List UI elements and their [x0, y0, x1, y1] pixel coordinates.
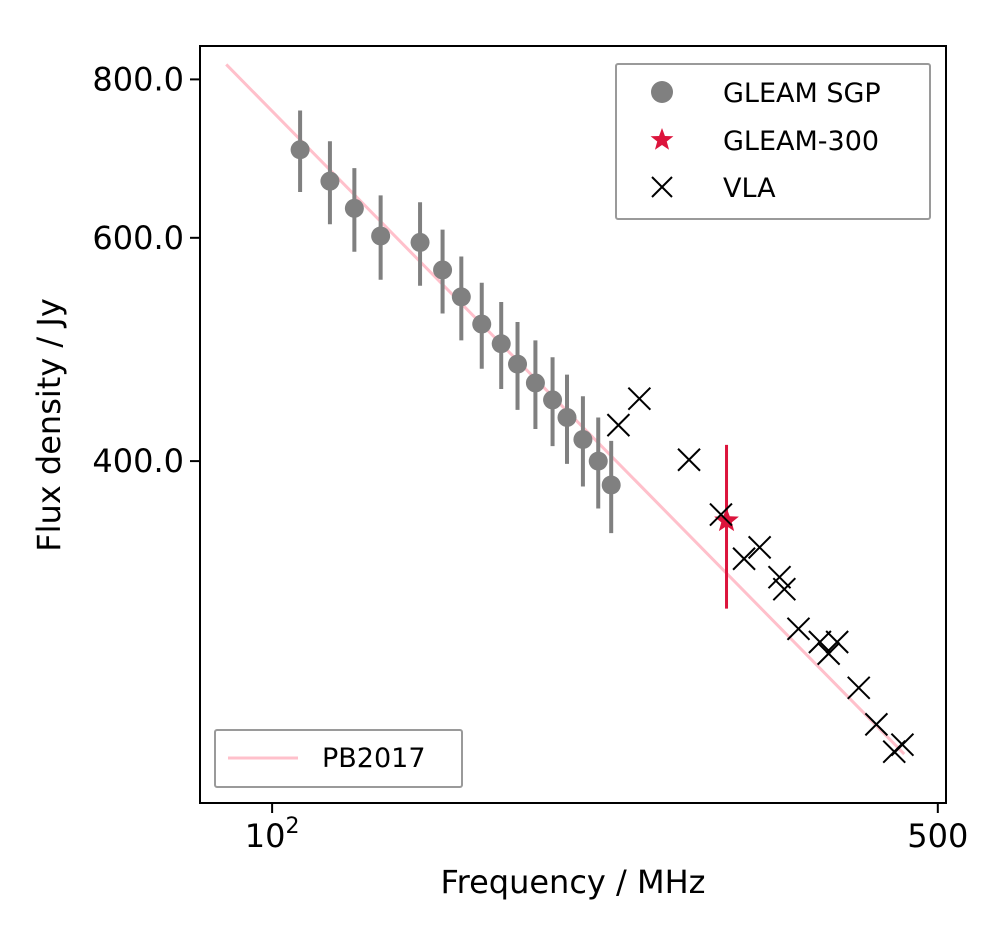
vla-point-5	[747, 535, 772, 560]
gleam-sgp-point-6	[451, 287, 471, 307]
y-axis-label: Flux density / Jy	[30, 298, 68, 552]
gleam-sgp-point-12	[557, 407, 577, 427]
y-tick-label-1: 600.0	[92, 219, 184, 257]
gleam-sgp-point-13	[573, 430, 593, 450]
plot-frame	[199, 45, 947, 804]
vla-point-10	[816, 641, 841, 666]
x-tick-label-1: 500	[907, 817, 968, 855]
vla-point-7	[772, 577, 797, 601]
vla-point-11	[825, 630, 849, 654]
legend-gleam-sgp-label: GLEAM SGP	[723, 78, 881, 109]
gleam-sgp-point-1	[320, 171, 340, 191]
vla-point-4	[732, 547, 756, 571]
gleam-sgp-point-10	[525, 373, 545, 393]
gleam-sgp-point-11	[543, 390, 563, 410]
vla-point-12	[847, 676, 871, 700]
legend-box-markers	[615, 63, 931, 220]
vla-point-9	[808, 630, 832, 654]
legend-vla-marker	[651, 176, 673, 198]
gleam-sgp-point-0	[290, 140, 310, 160]
gleam-sgp-point-15	[601, 475, 621, 495]
vla-point-3	[709, 502, 733, 527]
vla-point-13	[864, 712, 889, 737]
legend-model: PB2017	[214, 729, 463, 788]
gleam-sgp-point-9	[508, 354, 528, 374]
gleam-sgp-point-8	[491, 334, 511, 354]
vla-point-2	[677, 448, 701, 472]
gleam-sgp-point-2	[344, 198, 364, 218]
gleam-sgp-point-5	[433, 260, 453, 280]
gleam-sgp-point-4	[410, 232, 430, 252]
y-tick-label-2: 800.0	[92, 60, 184, 98]
vla-point-1	[627, 386, 652, 411]
vla-point-8	[786, 617, 811, 641]
legend-gleam-300-marker	[650, 128, 674, 150]
legend-pb2017-label: PB2017	[322, 743, 426, 774]
legend-box-model	[214, 729, 463, 788]
vla-point-6	[767, 565, 792, 589]
gleam-sgp-point-7	[472, 314, 492, 334]
gleam-sgp-point-3	[371, 226, 391, 246]
legend-vla-label: VLA	[723, 173, 776, 204]
x-axis-label: Frequency / MHz	[441, 863, 706, 901]
vla-point-0	[606, 413, 631, 437]
legend-markers: GLEAM SGP GLEAM-300 VLA	[615, 63, 931, 220]
legend-gleam-sgp-marker	[651, 81, 673, 103]
gleam-sgp-point-14	[588, 451, 608, 471]
x-tick-label-0: 102	[245, 814, 300, 855]
y-tick-label-0: 400.0	[92, 442, 184, 480]
vla-point-15	[890, 733, 915, 757]
legend-gleam-300-label: GLEAM-300	[723, 126, 879, 157]
